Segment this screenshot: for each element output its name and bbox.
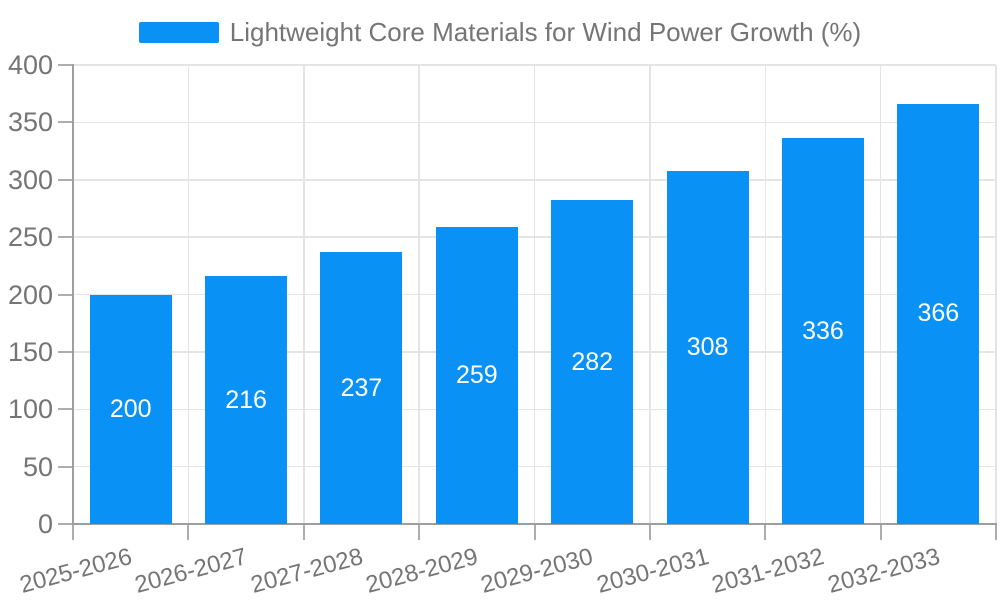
gridline-vertical — [764, 65, 766, 524]
x-axis-line — [72, 523, 997, 525]
y-axis-tick-label: 50 — [22, 451, 53, 482]
gridline-vertical — [649, 65, 651, 524]
bar-value-label: 336 — [802, 316, 844, 345]
bar[interactable]: 200 — [89, 294, 172, 524]
y-axis-tick-label: 400 — [7, 50, 53, 80]
bar[interactable]: 216 — [205, 276, 288, 524]
x-axis-category-label: 2032-2033 — [824, 543, 943, 599]
bar[interactable]: 366 — [897, 104, 980, 524]
x-axis-tick — [879, 524, 882, 540]
bar[interactable]: 336 — [781, 138, 864, 524]
x-axis-category-label: 2026-2027 — [132, 543, 251, 599]
x-axis-category-label: 2027-2028 — [247, 543, 366, 599]
y-axis-line — [72, 64, 74, 524]
gridline-vertical — [187, 65, 190, 524]
y-axis-tick — [58, 178, 72, 181]
bar-value-label: 216 — [225, 385, 267, 414]
y-axis-tick — [58, 293, 72, 296]
x-axis-category-label: 2029-2030 — [478, 543, 597, 599]
legend-label: Lightweight Core Materials for Wind Powe… — [229, 17, 862, 47]
y-axis-tick-label: 0 — [37, 509, 53, 539]
y-axis-tick-label: 250 — [7, 222, 53, 253]
bar-value-label: 366 — [917, 299, 960, 328]
bar[interactable]: 282 — [551, 200, 634, 524]
gridline-vertical — [533, 65, 536, 524]
bar[interactable]: 237 — [320, 252, 403, 524]
legend-swatch — [138, 21, 219, 43]
bar-value-label: 282 — [571, 347, 614, 376]
bar-value-label: 237 — [340, 373, 383, 402]
x-axis-category-label: 2028-2029 — [362, 543, 481, 599]
y-axis-tick-label: 200 — [7, 279, 53, 310]
y-axis-tick-label: 100 — [7, 394, 53, 425]
y-axis-tick-label: 300 — [7, 164, 53, 195]
y-axis-tick-label: 150 — [7, 336, 53, 367]
bar-value-label: 259 — [455, 360, 498, 389]
bar-value-label: 200 — [109, 394, 152, 423]
x-axis-tick — [533, 524, 536, 540]
x-axis-category-label: 2031-2032 — [709, 543, 827, 599]
bar[interactable]: 259 — [435, 226, 518, 524]
x-axis-tick — [72, 524, 74, 540]
gridline-vertical — [418, 65, 420, 524]
legend: Lightweight Core Materials for Wind Powe… — [0, 16, 1000, 48]
x-axis-category-label: 2025-2026 — [16, 543, 135, 599]
gridline-vertical — [303, 65, 305, 524]
y-axis-tick — [58, 121, 72, 124]
bar-value-label: 308 — [686, 332, 729, 361]
y-axis-tick — [58, 465, 72, 468]
y-axis-tick — [58, 408, 72, 411]
gridline-vertical — [995, 65, 997, 524]
x-axis-tick — [418, 524, 421, 540]
legend-item[interactable]: Lightweight Core Materials for Wind Powe… — [138, 16, 862, 48]
y-axis-tick-label: 350 — [7, 107, 53, 138]
x-axis-category-label: 2030-2031 — [593, 543, 712, 599]
y-axis-tick — [58, 64, 72, 66]
x-axis-tick — [187, 524, 190, 540]
gridline-vertical — [879, 65, 882, 524]
y-axis-tick — [58, 350, 72, 353]
bar[interactable]: 308 — [666, 170, 749, 524]
x-axis-tick — [995, 524, 997, 540]
y-axis-tick — [58, 523, 72, 525]
x-axis-tick — [764, 524, 767, 540]
y-axis-tick — [58, 236, 72, 239]
x-axis-tick — [648, 524, 651, 540]
x-axis-tick — [302, 524, 305, 540]
